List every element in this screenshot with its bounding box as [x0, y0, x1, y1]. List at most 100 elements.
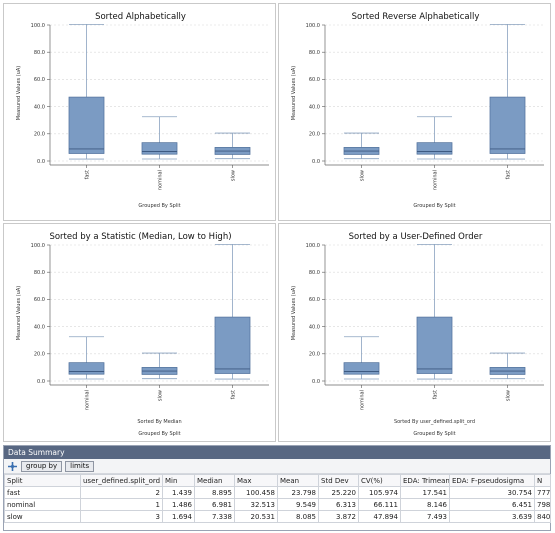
column-header[interactable]: Std Dev	[318, 474, 359, 487]
table-cell: 1.439	[162, 486, 195, 499]
table-row[interactable]: fast 2 1.439 8.895 100.458 23.798 25.220 105.97…	[4, 486, 551, 499]
y-axis-label: Measured Values (uA)	[16, 286, 22, 340]
x-axis-grouping-label: Grouped By Split	[138, 431, 180, 437]
box-fast	[68, 23, 105, 160]
table-cell: 66.111	[358, 498, 401, 511]
column-header[interactable]: Split	[4, 474, 81, 487]
table-cell: 30.754	[449, 486, 535, 499]
table-row[interactable]: slow 3 1.694 7.338 20.531 8.085 3.872 47.894 7.4…	[4, 510, 551, 523]
table-cell: 1.694	[162, 510, 195, 523]
chart-title: Sorted Alphabetically	[95, 12, 186, 22]
table-cell: slow	[4, 510, 81, 523]
y-tick-label: 0.0	[312, 159, 320, 165]
column-header[interactable]: EDA: Trimean	[400, 474, 450, 487]
y-tick-label: 100.0	[306, 23, 320, 29]
table-row[interactable]: nominal 1 1.486 6.981 32.513 9.549 6.313 66.111…	[4, 498, 551, 511]
y-tick-label: 0.0	[37, 159, 45, 165]
chart-svg: Sorted Reverse Alphabetically 0.0 20.0 40.0…	[291, 12, 544, 209]
box-body	[68, 96, 105, 154]
box-fast	[214, 243, 251, 380]
x-tick-label: fast	[84, 170, 90, 179]
table-header-row: Split user_defined.split_ord Min Median Max M…	[4, 474, 551, 487]
column-header[interactable]: user_defined.split_ord	[80, 474, 163, 487]
box-body	[68, 362, 105, 375]
table-cell: 23.798	[277, 486, 319, 499]
table-cell: 105.974	[358, 486, 401, 499]
table-cell: fast	[4, 486, 81, 499]
table-cell: 17.541	[400, 486, 450, 499]
x-tick-label: fast	[230, 390, 236, 399]
box-fast	[489, 23, 526, 160]
box-slow	[214, 132, 251, 160]
box-nominal	[416, 116, 453, 160]
data-summary-toolbar: group by limits	[4, 459, 550, 474]
x-tick-label: slow	[505, 390, 511, 401]
table-cell: 3	[80, 510, 163, 523]
x-tick-label: fast	[432, 390, 438, 399]
x-tick-label: nominal	[157, 170, 163, 190]
y-axis-label: Measured Values (uA)	[291, 66, 297, 120]
table-cell: 7.493	[400, 510, 450, 523]
x-axis-label: Grouped By Split	[138, 203, 180, 209]
box-nominal	[343, 336, 380, 380]
box-body	[343, 362, 380, 375]
box-body	[416, 316, 453, 374]
table-cell: 777	[534, 486, 551, 499]
y-tick-label: 0.0	[37, 379, 45, 385]
y-tick-label: 60.0	[309, 77, 320, 83]
chart-panel-2: Sorted Reverse Alphabetically 0.0 20.0 40.0…	[278, 3, 551, 221]
table-cell: 1.486	[162, 498, 195, 511]
table-cell: 3.872	[318, 510, 359, 523]
y-tick-label: 80.0	[34, 50, 45, 56]
y-tick-label: 100.0	[306, 243, 320, 249]
column-header[interactable]: Median	[194, 474, 235, 487]
box-body	[489, 96, 526, 154]
table-cell: 8.895	[194, 486, 235, 499]
chart-title: Sorted by a Statistic (Median, Low to Hi…	[49, 232, 231, 242]
y-tick-label: 20.0	[309, 132, 320, 138]
group-by-button[interactable]: group by	[21, 460, 63, 472]
column-header[interactable]: Mean	[277, 474, 319, 487]
y-tick-label: 60.0	[34, 77, 45, 83]
y-tick-label: 100.0	[31, 23, 45, 29]
table-cell: 2	[80, 486, 163, 499]
box-body	[214, 316, 251, 374]
y-tick-label: 20.0	[309, 352, 320, 358]
table-cell: 840	[534, 510, 551, 523]
table-cell: 8.085	[277, 510, 319, 523]
data-summary-header: Data Summary	[4, 446, 550, 459]
y-tick-label: 40.0	[309, 324, 320, 330]
box-body	[141, 142, 178, 155]
column-header[interactable]: CV(%)	[358, 474, 401, 487]
y-tick-label: 60.0	[309, 297, 320, 303]
chart-panel-4: Sorted by a User-Defined Order 0.0 20.0 40.…	[278, 223, 551, 442]
x-tick-label: nominal	[432, 170, 438, 190]
x-tick-label: nominal	[84, 390, 90, 410]
x-axis-label: Sorted By Median	[137, 419, 181, 425]
table-cell: 7.338	[194, 510, 235, 523]
y-axis-label: Measured Values (uA)	[16, 66, 22, 120]
chart-title: Sorted Reverse Alphabetically	[352, 12, 480, 22]
chart-svg: Sorted by a User-Defined Order 0.0 20.0 40.…	[291, 232, 544, 437]
table-cell: 6.451	[449, 498, 535, 511]
table-cell: 6.313	[318, 498, 359, 511]
table-cell: 25.220	[318, 486, 359, 499]
table-cell: 20.531	[234, 510, 278, 523]
chart-svg: Sorted Alphabetically 0.0 20.0 40.0 60.0 80.0…	[16, 12, 269, 209]
y-tick-label: 60.0	[34, 297, 45, 303]
table-cell: 6.981	[194, 498, 235, 511]
column-header[interactable]: Min	[162, 474, 195, 487]
table-cell: 3.639	[449, 510, 535, 523]
y-tick-label: 80.0	[34, 270, 45, 276]
add-stat-icon[interactable]	[7, 461, 18, 472]
column-header[interactable]: EDA: F-pseudosigma	[449, 474, 535, 487]
y-tick-label: 20.0	[34, 132, 45, 138]
table-cell: 47.894	[358, 510, 401, 523]
column-header[interactable]: N	[534, 474, 551, 487]
column-header[interactable]: Max	[234, 474, 278, 487]
y-tick-label: 20.0	[34, 352, 45, 358]
box-slow	[343, 132, 380, 160]
limits-button[interactable]: limits	[65, 460, 95, 472]
x-axis-label: Grouped By Split	[413, 203, 455, 209]
y-tick-label: 100.0	[31, 243, 45, 249]
